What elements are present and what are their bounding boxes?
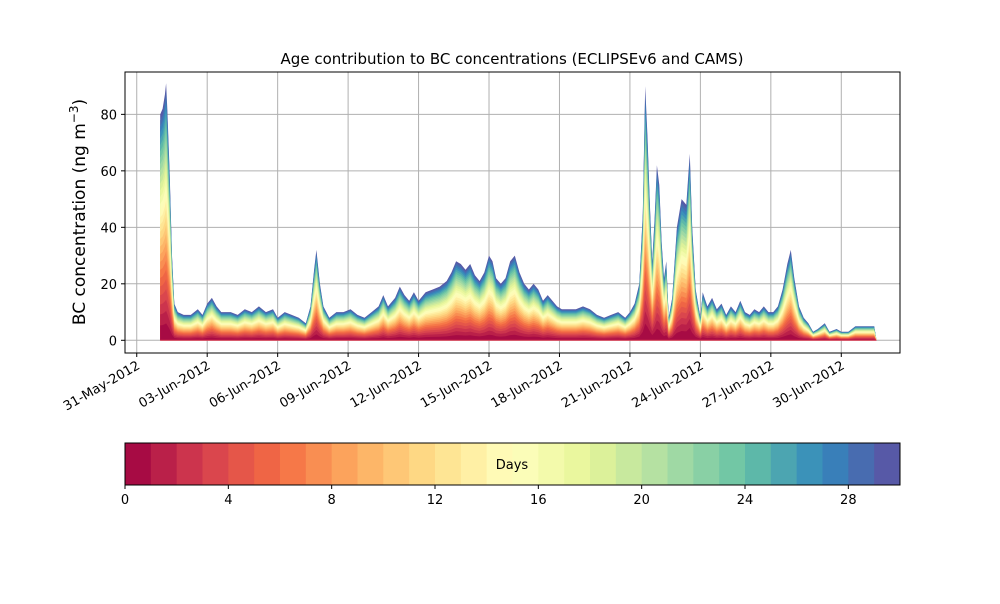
colorbar-swatch: [874, 443, 901, 485]
colorbar-swatch: [538, 443, 565, 485]
colorbar-swatch: [693, 443, 720, 485]
colorbar-swatch: [254, 443, 281, 485]
age-contribution-areas: [160, 83, 877, 341]
x-tick-label: 31-May-2012: [61, 358, 143, 414]
colorbar-swatch: [564, 443, 591, 485]
x-tick-label: 18-Jun-2012: [489, 358, 566, 411]
x-tick-label: 03-Jun-2012: [136, 358, 213, 411]
colorbar-swatch: [435, 443, 462, 485]
colorbar-tick-label: 28: [840, 493, 857, 508]
colorbar-swatch: [176, 443, 203, 485]
x-axis-ticks: 31-May-201203-Jun-201206-Jun-201209-Jun-…: [61, 353, 847, 414]
colorbar-swatch: [848, 443, 875, 485]
x-tick-label: 06-Jun-2012: [207, 358, 284, 411]
y-tick-label: 60: [100, 165, 117, 180]
x-tick-label: 27-Jun-2012: [700, 358, 777, 411]
colorbar-swatch: [409, 443, 436, 485]
plot-frame: [124, 71, 901, 354]
colorbar-swatch: [641, 443, 668, 485]
age-band-area: [160, 310, 877, 341]
colorbar-swatch: [512, 443, 539, 485]
colorbar-tick-label: 12: [427, 493, 444, 508]
colorbar-swatch: [770, 443, 798, 485]
colorbar-swatch: [719, 443, 746, 485]
colorbar: [125, 443, 901, 485]
colorbar-swatch: [486, 443, 513, 485]
y-tick-label: 40: [100, 221, 117, 236]
colorbar-tick-label: 24: [737, 493, 754, 508]
colorbar-swatch: [615, 443, 643, 485]
colorbar-swatch: [822, 443, 849, 485]
colorbar-swatch: [305, 443, 333, 485]
y-axis-ticks: 0 20 40 60 80: [100, 108, 125, 349]
x-tick-label: 24-Jun-2012: [630, 358, 707, 411]
colorbar-swatch: [357, 443, 384, 485]
x-tick-label: 21-Jun-2012: [559, 358, 636, 411]
x-tick-label: 15-Jun-2012: [418, 358, 495, 411]
colorbar-tick-label: 20: [633, 493, 650, 508]
colorbar-frame: [124, 442, 901, 486]
colorbar-tick-label: 16: [530, 493, 547, 508]
x-tick-label: 09-Jun-2012: [277, 358, 354, 411]
colorbar-ticks: 0 4 8 12 16 20 24 28: [121, 485, 857, 508]
colorbar-swatch: [460, 443, 488, 485]
colorbar-tick-label: 8: [328, 493, 336, 508]
colorbar-swatch: [667, 443, 694, 485]
colorbar-label: Days: [496, 458, 529, 473]
colorbar-swatch: [280, 443, 307, 485]
colorbar-tick-label: 4: [224, 493, 232, 508]
colorbar-swatch: [745, 443, 772, 485]
y-tick-label: 20: [100, 278, 117, 293]
colorbar-swatch: [590, 443, 617, 485]
chart-title: Age contribution to BC concentrations (E…: [281, 50, 744, 68]
colorbar-swatch: [150, 443, 178, 485]
colorbar-tick-label: 0: [121, 493, 129, 508]
grid-lines: [125, 72, 900, 353]
x-tick-label: 30-Jun-2012: [770, 358, 847, 411]
colorbar-swatch: [202, 443, 229, 485]
colorbar-swatch: [228, 443, 255, 485]
age-band-area: [160, 323, 877, 341]
y-tick-label: 80: [100, 108, 117, 123]
colorbar-swatch: [383, 443, 410, 485]
y-axis-label: BC concentration (ng m−3): [67, 99, 90, 325]
colorbar-swatch: [331, 443, 358, 485]
y-tick-label: 0: [109, 334, 117, 349]
colorbar-swatch: [796, 443, 823, 485]
colorbar-swatch: [125, 443, 152, 485]
x-tick-label: 12-Jun-2012: [348, 358, 425, 411]
